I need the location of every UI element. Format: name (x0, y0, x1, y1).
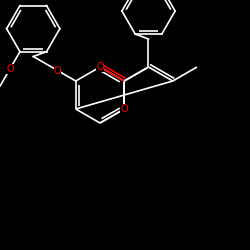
Text: O: O (6, 64, 14, 74)
Text: O: O (54, 66, 62, 76)
Text: O: O (96, 62, 104, 72)
Text: O: O (120, 104, 128, 114)
